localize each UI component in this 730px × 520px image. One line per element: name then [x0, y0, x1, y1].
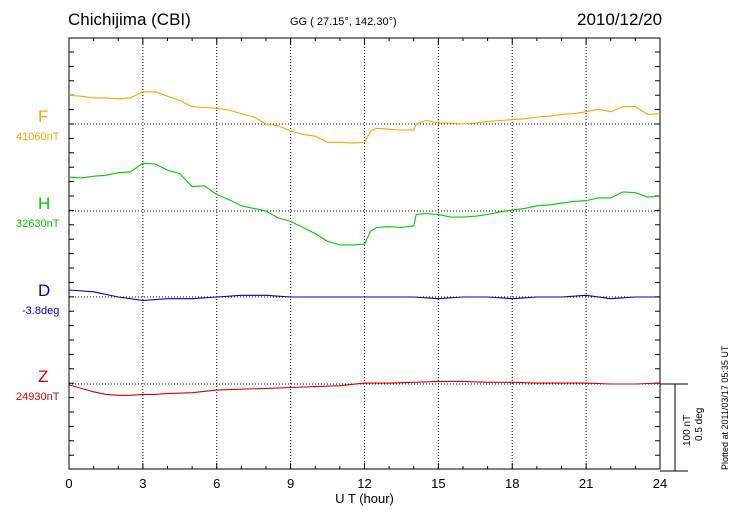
x-tick-label: 12: [357, 476, 371, 491]
label-D: D: [38, 281, 51, 300]
station-coords: GG ( 27.15°, 142.30°): [290, 16, 397, 28]
base-F: 41060nT: [16, 131, 60, 143]
base-H: 32630nT: [16, 218, 60, 230]
station-title: Chichijima (CBI): [68, 10, 191, 29]
x-tick-label: 6: [213, 476, 220, 491]
x-tick-label: 0: [65, 476, 72, 491]
scale-label-nt: 100 nT: [682, 414, 693, 446]
x-tick-label: 18: [505, 476, 519, 491]
label-F: F: [38, 107, 49, 126]
x-tick-label: 9: [287, 476, 294, 491]
label-H: H: [38, 194, 51, 213]
plotted-note: Plotted at 2011/03/17 05:35 UT: [720, 345, 730, 470]
series-line-H: [68, 162, 661, 246]
date-title: 2010/12/20: [577, 10, 663, 29]
x-tick-label: 3: [139, 476, 146, 491]
x-tick-label: 24: [653, 476, 667, 491]
series-line-F: [68, 91, 661, 144]
x-axis-label: U T (hour): [335, 491, 394, 506]
series-line-D: [68, 289, 660, 302]
label-Z: Z: [38, 367, 49, 386]
series-line-Z: [68, 380, 661, 396]
scale-label-deg: 0.5 deg: [694, 407, 705, 441]
x-tick-label: 21: [579, 476, 593, 491]
base-D: -3.8deg: [22, 305, 60, 317]
base-Z: 24930nT: [16, 391, 60, 403]
x-tick-label: 15: [431, 476, 445, 491]
